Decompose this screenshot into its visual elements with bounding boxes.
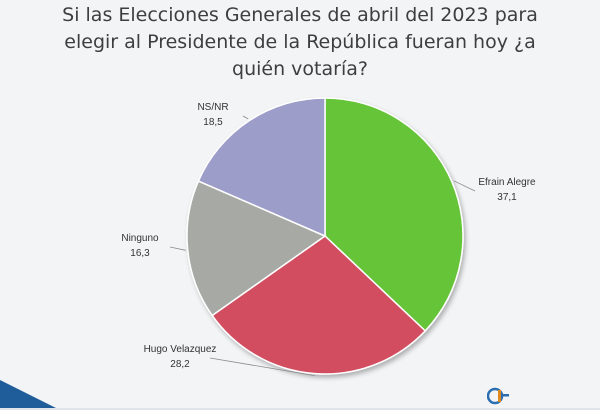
slice-value-label: 18,5 [203,117,223,128]
slice-value-label: 28,2 [170,359,190,370]
leader-line [242,115,249,120]
pie-slice-ninguno [186,180,327,317]
slice-label: Hugo Velazquez [144,344,217,355]
label-leader-lines [169,115,476,376]
pie-slices [186,97,464,375]
slice-labels: Efrain Alegre 37,1 Hugo Velazquez 28,2 Ningu… [121,102,536,370]
leader-line [453,180,476,192]
chart-title-line-1: Si las Elecciones Generales de abril del… [62,4,538,26]
chart-title: Si las Elecciones Generales de abril del… [40,2,560,83]
pie-slice-efrain-alegre [324,97,464,332]
chart-title-line-2: elegir al Presidente de la República fue… [64,31,536,53]
pie-slice-hugo-velazquez [211,235,427,375]
pie-slice-ns-nr [197,97,326,238]
leader-line [169,246,186,251]
slice-value-label: 37,1 [497,192,517,203]
brand-logo-icon [487,387,509,405]
slice-label: Ninguno [121,233,159,244]
slice-label: NS/NR [197,102,228,113]
footer-band [0,380,600,410]
slice-label: Efrain Alegre [478,177,536,188]
chart-title-line-3: quién votaría? [232,58,368,80]
leader-line [209,357,315,376]
slice-value-label: 16,3 [130,248,150,259]
